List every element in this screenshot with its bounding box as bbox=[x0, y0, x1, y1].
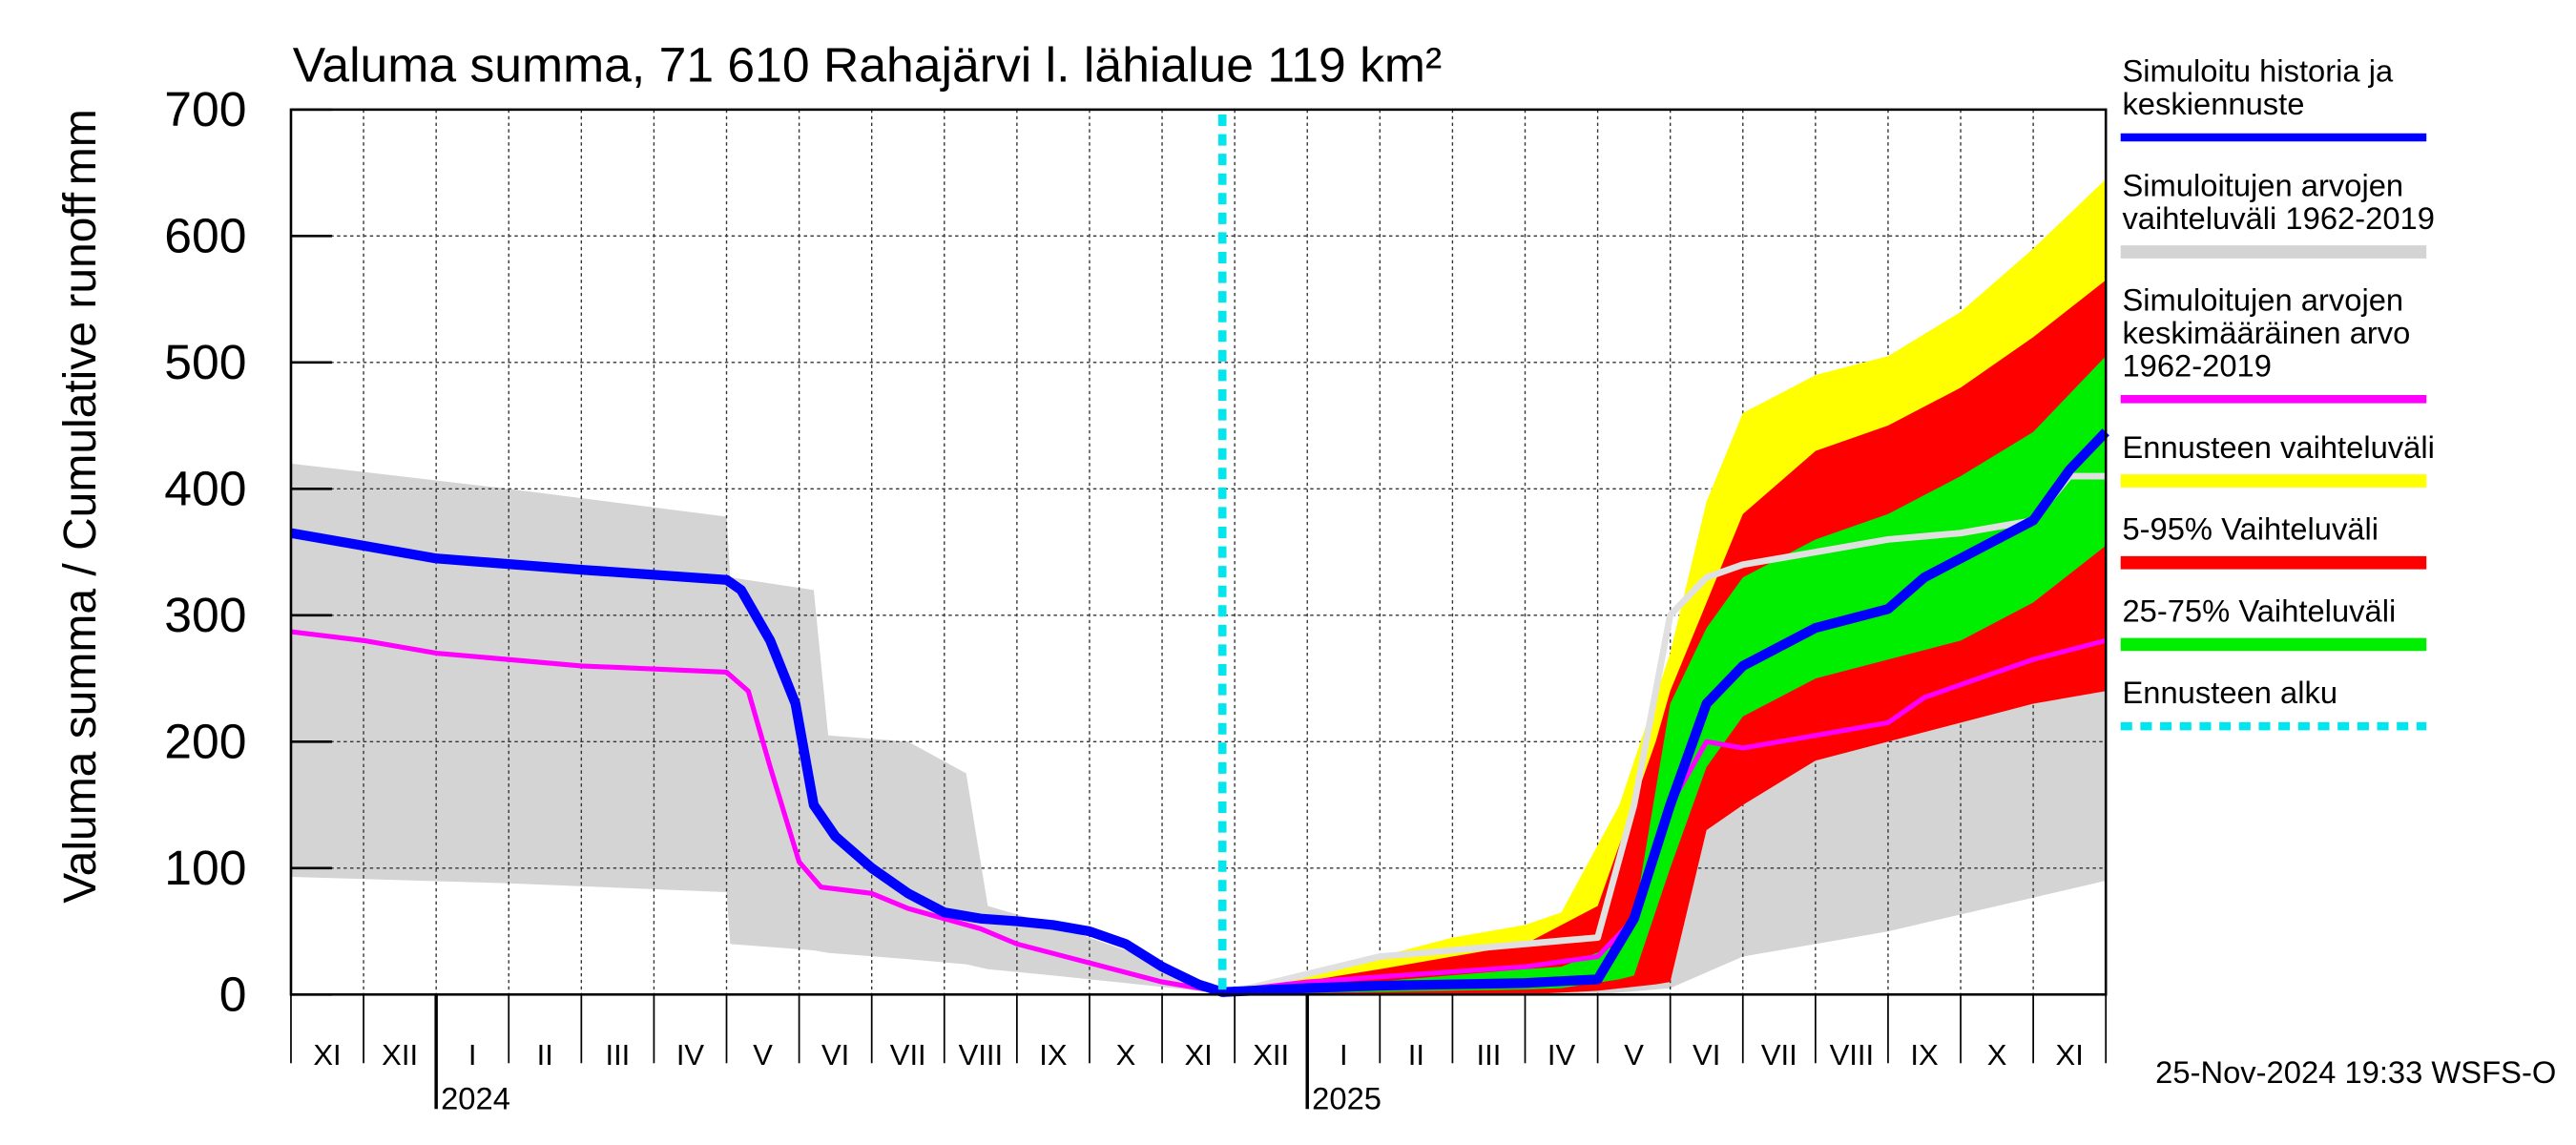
legend-label: 5-95% Vaihteluväli bbox=[2122, 511, 2379, 547]
y-tick-label: 400 bbox=[164, 461, 246, 516]
legend-label: keskiennuste bbox=[2122, 86, 2304, 121]
y-axis-unit: mm bbox=[54, 109, 106, 185]
month-label: VIII bbox=[1830, 1038, 1875, 1072]
month-label: III bbox=[605, 1038, 630, 1072]
plot-frame bbox=[289, 108, 2108, 996]
month-label: XI bbox=[313, 1038, 341, 1072]
month-label: XI bbox=[2056, 1038, 2084, 1072]
y-axis-label: Valuma summa / Cumulative runoff bbox=[54, 192, 106, 904]
chart-title: Valuma summa, 71 610 Rahajärvi l. lähial… bbox=[293, 37, 1442, 93]
month-label: VIII bbox=[959, 1038, 1004, 1072]
month-label: V bbox=[753, 1038, 773, 1072]
month-label: VII bbox=[1761, 1038, 1797, 1072]
range-band bbox=[1222, 178, 2107, 995]
y-tick-label: 500 bbox=[164, 334, 246, 389]
year-label: 2025 bbox=[1312, 1080, 1381, 1115]
legend-label: vaihteluväli 1962-2019 bbox=[2122, 200, 2434, 236]
month-label: XII bbox=[382, 1038, 418, 1072]
month-label: II bbox=[537, 1038, 553, 1072]
y-tick-label: 300 bbox=[164, 587, 246, 642]
legend-label: 1962-2019 bbox=[2122, 347, 2272, 383]
y-tick-label: 200 bbox=[164, 714, 246, 769]
month-label: X bbox=[1116, 1038, 1136, 1072]
y-tick-label: 700 bbox=[164, 81, 246, 136]
legend-label: 25-75% Vaihteluväli bbox=[2122, 593, 2396, 629]
range-band bbox=[1222, 356, 2107, 995]
month-label: I bbox=[1340, 1038, 1348, 1072]
month-label: VII bbox=[890, 1038, 926, 1072]
month-label: IX bbox=[1910, 1038, 1938, 1072]
y-tick-label: 100 bbox=[164, 840, 246, 895]
legend-label: Ennusteen alku bbox=[2122, 675, 2337, 710]
range-band bbox=[1222, 280, 2107, 995]
series-line bbox=[1221, 472, 2107, 998]
month-label: I bbox=[468, 1038, 477, 1072]
month-label: XII bbox=[1253, 1038, 1289, 1072]
legend-label: Ennusteen vaihteluväli bbox=[2122, 429, 2434, 465]
month-label: II bbox=[1408, 1038, 1424, 1072]
series-line bbox=[290, 629, 2107, 995]
month-label: XI bbox=[1184, 1038, 1212, 1072]
timestamp: 25-Nov-2024 19:33 WSFS-O bbox=[2155, 1054, 2556, 1090]
month-label: X bbox=[1987, 1038, 2007, 1072]
month-label: VI bbox=[821, 1038, 849, 1072]
month-label: III bbox=[1477, 1038, 1502, 1072]
month-label: VI bbox=[1693, 1038, 1720, 1072]
legend-label: keskimääräinen arvo bbox=[2122, 315, 2410, 350]
legend-label: Simuloitujen arvojen bbox=[2122, 282, 2403, 318]
legend-label: Simuloitujen arvojen bbox=[2122, 168, 2403, 203]
year-label: 2024 bbox=[441, 1080, 510, 1115]
series-line bbox=[290, 428, 2109, 997]
month-label: V bbox=[1624, 1038, 1644, 1072]
month-label: IX bbox=[1039, 1038, 1067, 1072]
y-tick-label: 600 bbox=[164, 208, 246, 263]
y-tick-label: 0 bbox=[219, 967, 247, 1022]
month-label: IV bbox=[1548, 1038, 1576, 1072]
legend-label: Simuloitu historia ja bbox=[2122, 53, 2394, 89]
month-label: IV bbox=[676, 1038, 705, 1072]
